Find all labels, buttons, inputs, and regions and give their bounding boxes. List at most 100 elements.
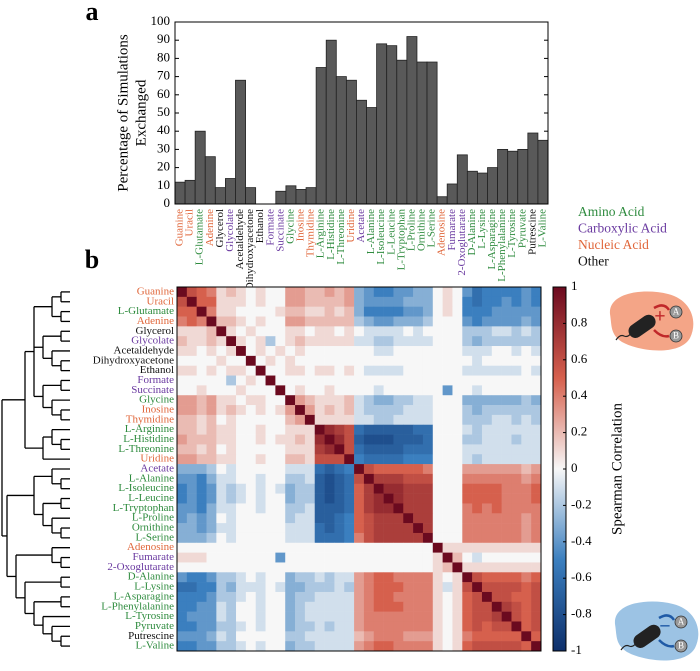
heatmap-cell xyxy=(373,326,384,337)
heatmap-cell xyxy=(226,473,237,485)
heatmap-cell xyxy=(432,424,443,435)
heatmap-cell xyxy=(383,493,394,504)
heatmap-cell xyxy=(373,306,384,317)
heatmap-cell xyxy=(452,365,463,376)
heatmap-cell xyxy=(403,621,414,632)
heatmap-cell xyxy=(265,552,276,563)
heatmap-cell xyxy=(354,641,365,652)
heatmap-cell xyxy=(373,572,384,583)
heatmap-cell xyxy=(373,503,384,514)
heatmap-cell xyxy=(304,523,316,534)
heatmap-cell xyxy=(432,493,443,504)
bar xyxy=(335,76,347,205)
heatmap-cell xyxy=(245,493,257,504)
heatmap-cell xyxy=(393,316,404,327)
heatmap-cell xyxy=(255,611,266,622)
heatmap-cell xyxy=(314,513,325,524)
heatmap-cell xyxy=(491,365,502,376)
heatmap-cell xyxy=(177,641,188,652)
heatmap-cell xyxy=(245,582,257,593)
heatmap-cell xyxy=(501,503,512,514)
bar xyxy=(214,187,226,205)
heatmap-cell xyxy=(521,483,532,494)
heatmap-cell xyxy=(226,405,237,416)
heatmap-cell xyxy=(216,444,227,455)
heatmap-cell xyxy=(304,611,316,622)
heatmap-cell xyxy=(472,552,483,563)
heatmap-cell xyxy=(265,375,276,386)
heatmap-cell xyxy=(442,414,453,426)
heatmap-cell xyxy=(393,513,404,524)
heatmap-cell xyxy=(324,306,335,317)
heatmap-cell xyxy=(472,631,483,642)
heatmap-cell xyxy=(393,355,404,367)
x-tick-label: Uridine xyxy=(345,209,357,243)
heatmap-cell xyxy=(314,385,325,396)
heatmap-cell xyxy=(265,355,276,367)
heatmap-cell xyxy=(236,375,247,386)
heatmap-cell xyxy=(422,296,434,307)
heatmap-cell xyxy=(491,424,502,435)
heatmap-cell xyxy=(373,483,384,494)
heatmap-cell xyxy=(413,552,424,563)
heatmap-cell xyxy=(314,523,325,534)
x-tick-label: L-Asparagine xyxy=(486,209,498,270)
y-axis-label: Exchanged xyxy=(133,79,149,146)
colorbar-tick-label: 0.4 xyxy=(571,387,588,402)
heatmap-cell xyxy=(344,395,355,406)
heatmap-cell xyxy=(226,562,237,573)
heatmap-cell xyxy=(373,532,384,544)
heatmap-cell xyxy=(511,542,522,553)
heatmap-cell xyxy=(255,621,266,632)
heatmap-cell xyxy=(295,365,306,376)
heatmap-cell xyxy=(393,552,404,563)
heatmap-cell xyxy=(275,365,286,376)
heatmap-cell xyxy=(432,641,443,652)
heatmap-cell xyxy=(383,464,394,475)
heatmap-cell xyxy=(363,287,375,298)
x-tick-label: Inosine xyxy=(295,209,307,242)
x-tick-label: L-Glutamate xyxy=(194,209,206,265)
heatmap-cell xyxy=(383,405,394,416)
row-label: L-Tryptophan xyxy=(113,502,175,514)
heatmap-cell xyxy=(521,464,532,475)
heatmap-cell xyxy=(245,375,257,386)
colorbar-tick-label: -0.4 xyxy=(571,533,592,548)
heatmap-cell xyxy=(393,405,404,416)
heatmap-cell xyxy=(186,444,197,455)
heatmap-cell xyxy=(196,444,207,455)
heatmap-cell xyxy=(226,493,237,504)
heatmap-cell xyxy=(186,591,197,603)
heatmap-cell xyxy=(216,582,227,593)
heatmap-cell xyxy=(452,542,463,553)
heatmap-cell xyxy=(186,395,197,406)
row-label: Inosine xyxy=(142,404,175,416)
heatmap-cell xyxy=(363,562,375,573)
heatmap-cell xyxy=(245,621,257,632)
heatmap-cell xyxy=(363,365,375,376)
heatmap-cell xyxy=(344,611,355,622)
heatmap-cell xyxy=(314,493,325,504)
heatmap-cell xyxy=(265,523,276,534)
heatmap-cell xyxy=(216,287,227,298)
heatmap-cell xyxy=(265,601,276,612)
heatmap-cell xyxy=(452,473,463,485)
heatmap-cell xyxy=(245,296,257,307)
heatmap-cell xyxy=(472,532,483,544)
heatmap-cell xyxy=(186,493,197,504)
heatmap-cell xyxy=(285,365,296,376)
heatmap-cell xyxy=(295,601,306,612)
heatmap-cell xyxy=(501,395,512,406)
heatmap-cell xyxy=(344,336,355,347)
heatmap-cell xyxy=(442,296,453,307)
heatmap-cell xyxy=(265,582,276,593)
heatmap-cell xyxy=(403,483,414,494)
heatmap-cell xyxy=(275,513,286,524)
heatmap-cell xyxy=(403,641,414,652)
heatmap-cell xyxy=(501,513,512,524)
heatmap-cell xyxy=(481,532,493,544)
heatmap-cell xyxy=(452,424,463,435)
heatmap-cell xyxy=(363,493,375,504)
heatmap-cell xyxy=(481,405,493,416)
heatmap-cell xyxy=(226,287,237,298)
